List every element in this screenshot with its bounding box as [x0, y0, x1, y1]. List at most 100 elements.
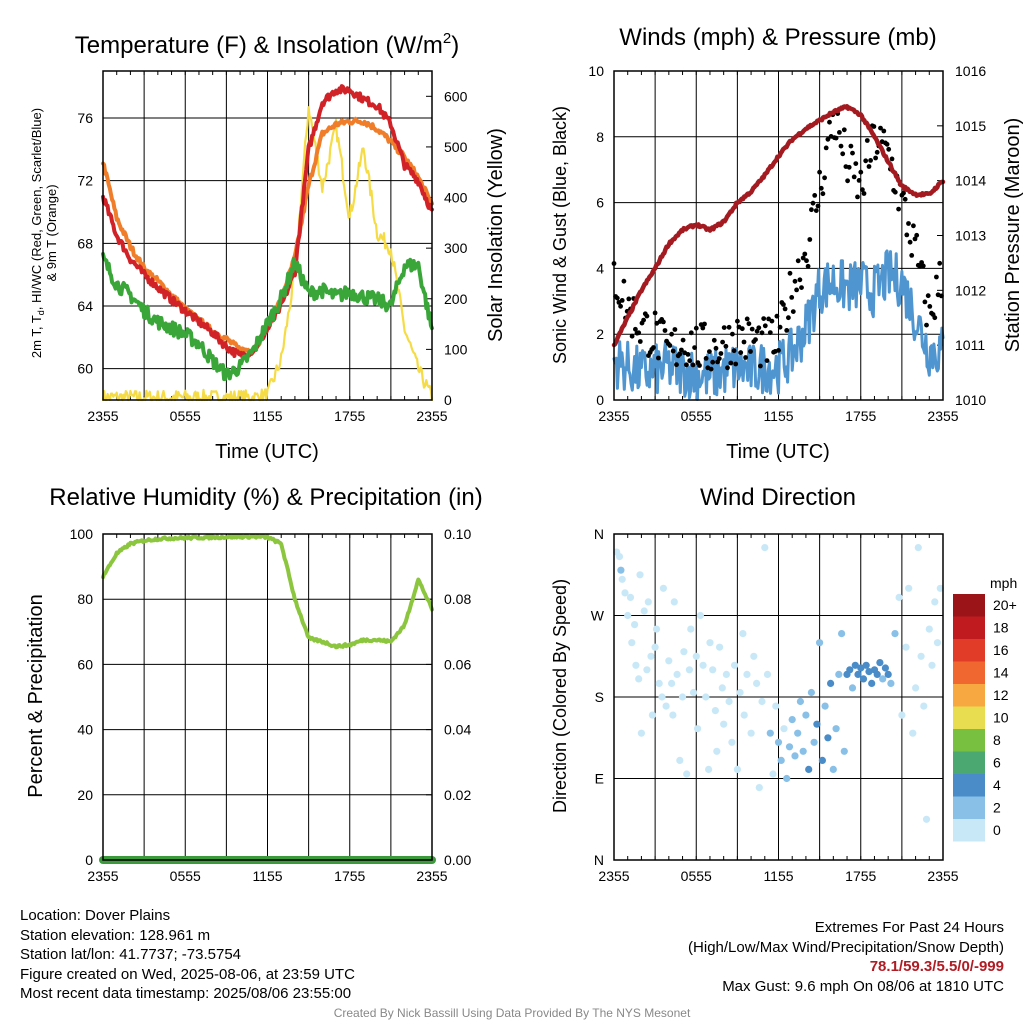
wind-gust-point [641, 317, 646, 323]
temp-right-tick-label: 0 [444, 392, 452, 408]
temp-y-tick-label: 60 [77, 361, 93, 377]
wind-gust-point [730, 331, 735, 337]
wind-gust-point [684, 362, 689, 368]
rh-x-tick-label: 2355 [87, 868, 118, 884]
dir-point [658, 693, 666, 701]
dir-point [685, 666, 694, 674]
recent-timestamp: Most recent data timestamp: 2025/08/06 2… [20, 985, 352, 1002]
dir-point [662, 702, 670, 710]
legend-swatch [953, 661, 985, 684]
dir-point [722, 670, 731, 679]
wind-gust-point [914, 232, 920, 238]
legend-level-label: 6 [993, 755, 1001, 771]
temp-insolation-line [101, 106, 434, 402]
dir-point [832, 725, 840, 733]
dir-point [705, 765, 713, 774]
wind-y-tick-label: 10 [588, 63, 604, 79]
legend-swatch [953, 751, 985, 774]
dir-point [846, 666, 854, 674]
wind-gust-point [864, 138, 870, 143]
wind-gust-point [817, 169, 822, 175]
wind-gust-point [848, 143, 854, 149]
dir-point [881, 664, 890, 672]
wind-x-tick-label: 0555 [681, 408, 712, 424]
wind-gust-point [787, 270, 793, 276]
wind-pressure-line [611, 104, 946, 348]
wind-gust-point [851, 174, 857, 180]
wind-gust-point [667, 343, 673, 348]
dir-y-tick-label: E [595, 771, 604, 787]
wind-gust-point [662, 328, 668, 333]
wind-gust-point [713, 345, 719, 351]
wind-gust-point [707, 349, 712, 354]
dir-y-tick-label: W [591, 608, 605, 624]
dir-point [678, 693, 687, 701]
dir-point [895, 593, 903, 602]
wind-gust-point [837, 130, 842, 135]
wind-gust-point [626, 296, 632, 302]
wind-gust-point [892, 189, 898, 195]
temp-y-tick-label: 76 [77, 110, 93, 126]
wind-gust-point [744, 316, 750, 322]
dir-point [740, 711, 748, 719]
station-info: Location: Dover Plains Station elevation… [20, 906, 355, 1004]
wind-gust-point [738, 350, 744, 355]
rh-plot: 2355 0555 1155 1755 23550204060801000.000.02… [70, 526, 472, 884]
dir-point [805, 765, 813, 774]
dir-point [905, 584, 913, 592]
dir-point [887, 679, 895, 688]
dir-point [928, 661, 936, 669]
dir-x-tick-label: 2355 [927, 868, 958, 884]
dir-point [857, 664, 865, 672]
dir-point [659, 584, 668, 592]
dir-point [884, 670, 892, 679]
wind-gust-point [746, 321, 752, 327]
wind-gust-point [863, 158, 869, 164]
extremes-values: 78.1/59.3/5.5/0/-999 [869, 958, 1004, 975]
rh-x-tick-label: 1155 [252, 868, 282, 884]
wind-gust-point [925, 293, 931, 299]
legend-level-label: 14 [993, 665, 1009, 681]
rh-y-tick-label: 100 [70, 526, 94, 542]
dir-y-tick-label: S [595, 689, 604, 705]
temp-y-axis-label: 2m T, Td, HI/WC (Red, Green, Scarlet/Blu… [29, 108, 46, 358]
wind-sonic-wind-line [612, 249, 945, 401]
wind-gust-point [850, 150, 855, 156]
dir-point [848, 684, 857, 692]
wind-right-tick-label: 1012 [955, 282, 986, 298]
legend-level-label: 20+ [993, 597, 1017, 613]
wind-y-tick-label: 8 [596, 129, 604, 145]
temp-right-tick-label: 400 [444, 190, 468, 206]
dir-point [774, 738, 783, 746]
dir-point [876, 659, 884, 667]
dir-point [818, 756, 827, 765]
dir-point [785, 743, 794, 751]
wind-gust-point [795, 258, 801, 264]
wind-gust-point [680, 337, 686, 343]
dir-point [936, 584, 944, 592]
wind-gust-point [618, 303, 623, 309]
wind-gust-point [739, 326, 745, 332]
wind-gust-point [874, 149, 880, 155]
dir-point [840, 747, 848, 755]
dir-point [647, 652, 655, 660]
dir-point [824, 734, 832, 742]
dir-point [652, 625, 661, 633]
dir-point [755, 784, 763, 792]
dir-point [669, 711, 677, 719]
wind-gust-point [860, 187, 865, 193]
legend-level-label: 2 [993, 800, 1001, 816]
wind-gust-point [652, 310, 658, 316]
dir-point [761, 544, 769, 552]
dir-point [912, 684, 920, 692]
wind-right-tick-label: 1010 [955, 392, 986, 408]
legend-swatch [953, 639, 985, 662]
wind-gust-point [878, 125, 883, 131]
dir-point [879, 675, 887, 683]
temp-t2m-line [101, 84, 434, 360]
legend-swatch [953, 774, 985, 797]
credit-line: Created By Nick Bassill Using Data Provi… [333, 1006, 691, 1020]
wind-gust-point [743, 355, 748, 360]
legend-level-label: 4 [993, 777, 1001, 793]
